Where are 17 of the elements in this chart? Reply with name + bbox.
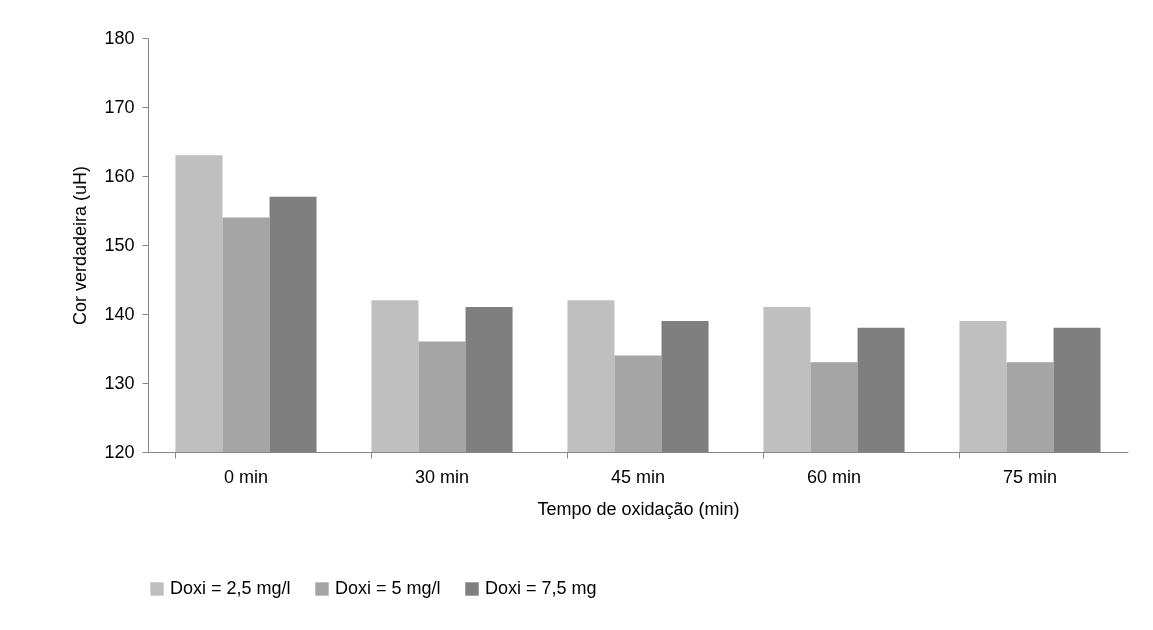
y-tick-label: 150 xyxy=(104,234,135,255)
x-tick-label: 60 min xyxy=(806,466,862,487)
x-tick-label: 45 min xyxy=(610,466,666,487)
legend-label: Doxi = 5 mg/l xyxy=(335,578,441,598)
y-tick-label: 160 xyxy=(104,165,135,186)
x-tick-label: 75 min xyxy=(1002,466,1058,487)
y-tick-label: 170 xyxy=(104,96,135,117)
legend-label: Doxi = 7,5 mg xyxy=(485,578,597,598)
x-tick-label: 30 min xyxy=(414,466,470,487)
legend-label: Doxi = 2,5 mg/l xyxy=(170,578,291,598)
x-axis-title: Tempo de oxidação (min) xyxy=(537,498,740,519)
y-axis-title: Cor verdadeira (uH) xyxy=(70,165,91,326)
x-tick-label: 0 min xyxy=(223,466,269,487)
y-tick-label: 180 xyxy=(104,27,135,48)
y-tick-label: 130 xyxy=(104,372,135,393)
y-tick-label: 120 xyxy=(104,441,135,462)
y-tick-label: 140 xyxy=(104,303,135,324)
